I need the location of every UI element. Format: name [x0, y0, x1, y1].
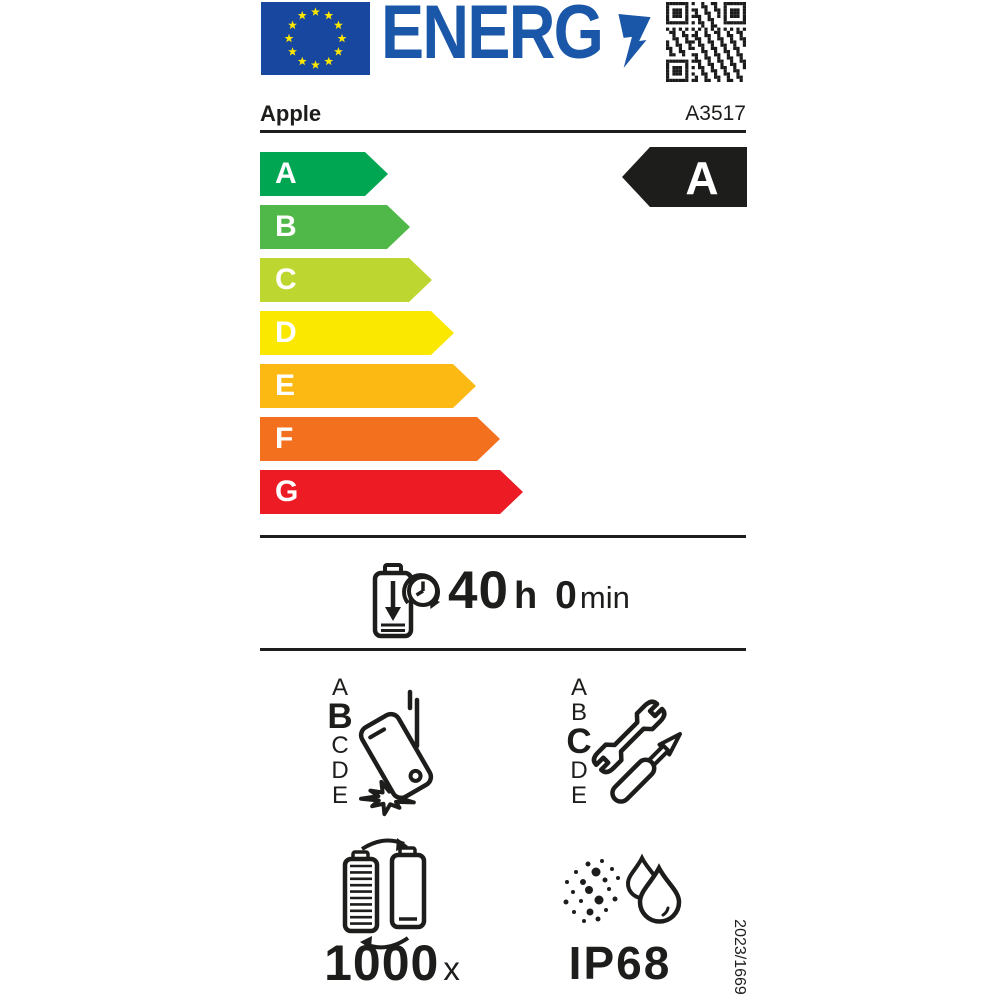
battery-hours: 40 [448, 561, 509, 620]
minutes-unit: min [579, 580, 630, 615]
battery-cycles-value: 1000 x [312, 934, 472, 992]
eu-flag-icon [261, 2, 370, 75]
energy-rating-letter: A [685, 152, 718, 204]
grade-letter: C [275, 263, 297, 296]
scale-letter-C-selected: C [566, 722, 592, 761]
energy-grade-bar-D: D [260, 311, 454, 355]
energ-logo-text: ENERG [381, 0, 604, 75]
scale-letter-B: B [570, 699, 587, 726]
dust-water-icon [563, 853, 682, 924]
cycles-number: 1000 [324, 935, 440, 991]
grade-letter: G [275, 475, 299, 508]
scale-letter-A: A [570, 674, 587, 701]
drop-resistance-icon [358, 689, 434, 817]
grade-letter: D [275, 316, 297, 349]
regulation-number: 2023/1669 [731, 919, 748, 995]
grade-letter: B [275, 210, 297, 243]
ip-rating: IP68 [568, 937, 672, 989]
hours-unit: h [513, 575, 538, 617]
battery-minutes: 0 [555, 574, 577, 617]
battery-life-value: 40 h 0 min [448, 560, 630, 620]
scale-letter-E: E [570, 782, 587, 809]
energy-grade-bar-C: C [260, 258, 432, 302]
grade-letter: F [275, 422, 294, 455]
scale-letter-D: D [331, 757, 349, 784]
qr-code [666, 2, 746, 82]
cycles-unit: x [443, 950, 460, 987]
lightning-bolt-icon [618, 14, 651, 68]
brand-name: Apple [260, 101, 322, 126]
divider [260, 535, 746, 538]
repairability-icon [591, 699, 682, 804]
battery-clock-icon [372, 563, 441, 639]
model-number: A3517 [685, 102, 746, 125]
scale-letter-C: C [331, 732, 349, 759]
header-divider [260, 130, 746, 133]
energy-grade-bar-A: A [260, 152, 388, 196]
energy-rating-arrow: A [622, 147, 747, 207]
energy-grade-bar-B: B [260, 205, 410, 249]
grade-letter: A [275, 157, 297, 190]
battery-cycles-icon [342, 838, 427, 950]
energy-grade-bar-E: E [260, 364, 476, 408]
energy-grade-bar-G: G [260, 470, 523, 514]
energy-grade-bar-F: F [260, 417, 500, 461]
scale-letter-D: D [570, 757, 588, 784]
scale-letter-A: A [331, 674, 348, 701]
scale-letter-E: E [331, 782, 348, 809]
grade-letter: E [275, 369, 296, 402]
scale-letter-B-selected: B [327, 697, 353, 736]
divider [260, 648, 746, 651]
